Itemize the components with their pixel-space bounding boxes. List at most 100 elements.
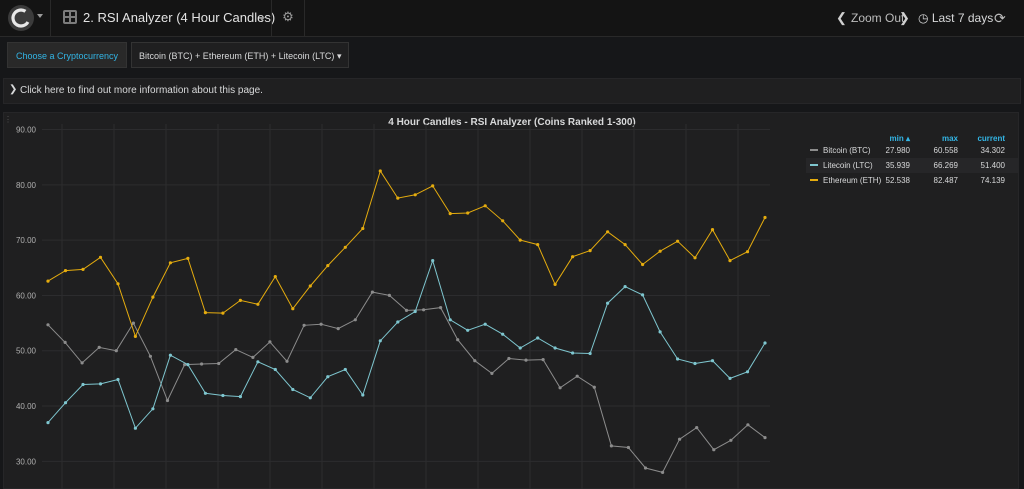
data-point [658,330,662,334]
dashboard-title[interactable]: 2. RSI Analyzer (4 Hour Candles) [83,10,276,25]
data-point [501,219,505,223]
panel-drag-handle[interactable]: ⋮ [4,115,12,124]
legend-row-btc[interactable]: Bitcoin (BTC) 27.980 60.558 34.302 [806,143,1018,158]
data-point [361,393,365,397]
chevron-right-icon: ❯ [9,84,18,95]
dashboard-title-caret-icon[interactable] [259,17,265,21]
data-point [319,322,323,326]
data-point [693,361,697,366]
data-point [575,374,579,378]
series-line [47,291,766,473]
data-point [693,256,697,260]
data-point [710,228,715,232]
data-point [98,255,103,259]
variable-label: Choose a Cryptocurrency [7,42,128,68]
legend-col-current[interactable]: current [977,134,1005,143]
data-point [712,448,716,452]
data-point [571,351,575,355]
legend-series-name[interactable]: Bitcoin (BTC) [823,146,871,155]
data-point [268,340,272,344]
time-range-label: Last 7 days [931,11,994,25]
panel-title[interactable]: 4 Hour Candles - RSI Analyzer (Coins Ran… [388,117,636,128]
data-point [116,377,120,382]
template-variables: Choose a Cryptocurrency Bitcoin (BTC) + … [7,42,350,68]
time-forward-button[interactable]: ❯ [899,8,910,28]
data-point [483,204,487,208]
legend-max-value: 60.558 [933,146,958,155]
series-color-swatch[interactable] [810,149,818,151]
chevron-right-icon: ❯ [899,10,910,25]
data-point [626,445,631,450]
data-point [623,285,627,289]
legend-min-value: 35.939 [885,161,910,170]
data-point [641,262,645,267]
data-point [370,290,374,294]
data-point [422,308,426,312]
data-point [641,293,645,297]
data-point [746,423,750,427]
data-point [609,444,614,448]
data-point [404,308,409,312]
data-point [643,466,648,470]
data-point [63,401,68,405]
data-point [148,354,152,358]
legend-series-name[interactable]: Litecoin (LTC) [823,161,873,170]
legend-col-max[interactable]: max [941,134,958,143]
gear-icon[interactable]: ⚙ [282,9,294,24]
data-point [728,376,732,380]
data-point [186,256,190,260]
info-row-text[interactable]: Click here to find out more information … [20,85,263,96]
refresh-icon[interactable]: ⟳ [994,10,1006,26]
navbar-divider [304,0,305,36]
data-point [490,371,494,375]
data-point [553,282,557,286]
data-point [343,245,347,249]
data-point [98,382,103,386]
data-point [588,249,592,253]
legend-header: min ▴ max current [806,131,1018,143]
y-tick-label: 30.00 [16,457,37,466]
legend-max-value: 66.269 [933,161,958,170]
data-point [763,436,767,440]
time-back-button[interactable]: ❮ [836,8,847,28]
zoom-out-button[interactable]: Zoom Out [851,11,905,25]
grafana-logo-icon[interactable] [8,5,34,31]
legend-row-eth[interactable]: Ethereum (ETH) 52.538 82.487 74.139 [806,173,1018,188]
data-point [302,323,306,327]
data-point [729,438,733,442]
data-point [80,361,84,365]
legend-series-name[interactable]: Ethereum (ETH) [823,176,882,185]
data-point [46,323,50,327]
data-point [116,282,120,286]
logo-caret-icon[interactable] [37,14,43,18]
data-point [308,396,312,400]
data-point [745,370,750,374]
legend-min-value: 27.980 [885,146,910,155]
data-point [285,359,289,363]
data-point [291,307,295,311]
chevron-down-icon: ▾ [336,51,342,61]
time-range-picker[interactable]: ◷ Last 7 days [918,8,993,28]
navbar-divider [50,0,51,36]
data-point [466,328,470,332]
legend-current-value: 51.400 [980,161,1005,170]
data-point [203,391,207,395]
series-color-swatch[interactable] [810,164,818,166]
navbar-divider [271,0,272,36]
legend-col-min[interactable]: min ▴ [889,134,910,143]
data-point [81,382,85,387]
series-color-swatch[interactable] [810,179,818,181]
variable-dropdown[interactable]: Bitcoin (BTC) + Ethereum (ETH) + Litecoi… [131,42,350,68]
data-point [507,356,511,361]
data-point [728,259,732,263]
data-point [81,267,85,271]
info-row[interactable]: ❯ Click here to find out more informatio… [3,78,1021,104]
legend-row-ltc[interactable]: Litecoin (LTC) 35.939 66.269 51.400 [806,158,1018,173]
y-tick-label: 40.00 [16,402,37,411]
data-point [256,360,260,364]
data-point [133,334,137,338]
variable-value: Bitcoin (BTC) + Ethereum (ETH) + Litecoi… [139,51,335,61]
chart-legend: min ▴ max current Bitcoin (BTC) 27.980 6… [806,131,1018,188]
sort-asc-icon: ▴ [905,134,910,143]
data-point [203,311,207,315]
